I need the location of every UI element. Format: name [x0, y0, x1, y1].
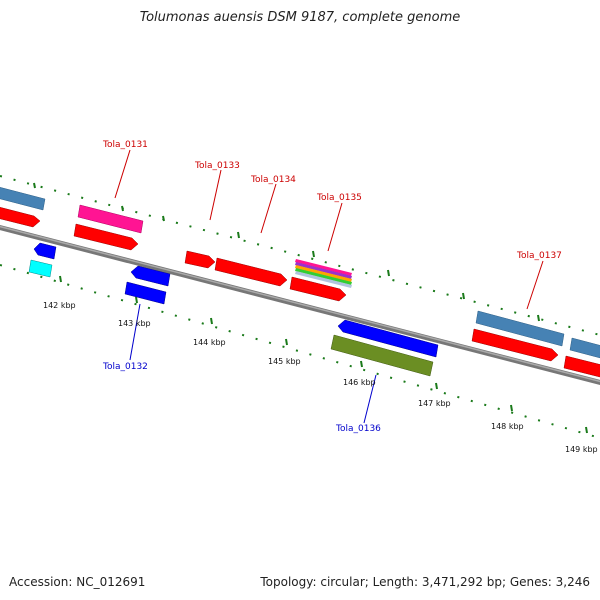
kbp-label-146: 146 kbp [343, 378, 376, 387]
gene-label-tola-0134: Tola_0134 [250, 175, 296, 185]
gene-label-tola-0132: Tola_0132 [102, 362, 148, 372]
kbp-label-144: 144 kbp [193, 338, 226, 347]
gene-red-0135[interactable] [289, 276, 347, 302]
kbp-label-143: 143 kbp [118, 319, 151, 328]
red-genes [0, 206, 600, 379]
gene-tola-0136[interactable] [330, 334, 434, 377]
gene-label-tola-0135: Tola_0135 [316, 193, 362, 203]
gene-tola-0135[interactable] [295, 259, 352, 288]
gene-steel-left[interactable] [0, 186, 46, 211]
gene-tola-0137[interactable] [475, 310, 565, 347]
gene-red-right[interactable] [563, 355, 600, 379]
gene-label-tola-0137: Tola_0137 [516, 251, 562, 261]
lower-major-ticks [59, 275, 588, 434]
gene-tola-0132[interactable] [124, 281, 167, 305]
gene-label-tola-0136: Tola_0136 [335, 424, 381, 434]
gene-cyan-left[interactable] [28, 259, 53, 278]
kbp-label-142: 142 kbp [43, 301, 76, 310]
kbp-label-148: 148 kbp [491, 422, 524, 431]
genome-summary-text: Topology: circular; Length: 3,471,292 bp… [260, 575, 590, 589]
upper-tick-track [0, 175, 600, 336]
genome-title: Tolumonas auensis DSM 9187, complete gen… [139, 10, 461, 25]
gene-red-0137[interactable] [471, 328, 559, 362]
gene-blue-0136[interactable] [337, 319, 439, 358]
label-leaders [114, 149, 544, 424]
gene-red-0131[interactable] [73, 223, 139, 251]
kbp-label-149: 149 kbp [565, 445, 598, 454]
upper-major-ticks [33, 182, 540, 322]
gene-red-left[interactable] [0, 206, 41, 228]
gene-blue-0132a[interactable] [130, 265, 171, 287]
gene-steel-right[interactable] [569, 337, 600, 360]
gene-red-0134[interactable] [214, 257, 288, 287]
accession-text: Accession: NC_012691 [9, 575, 146, 589]
kbp-label-145: 145 kbp [268, 357, 301, 366]
kbp-label-147: 147 kbp [418, 399, 451, 408]
genome-backbone [0, 224, 600, 386]
gene-blue-small-left[interactable] [33, 242, 57, 260]
gene-label-tola-0133: Tola_0133 [194, 161, 240, 171]
gene-tola-0131[interactable] [77, 204, 144, 234]
genome-backbone-highlight [0, 225, 600, 383]
gene-label-tola-0131: Tola_0131 [102, 140, 148, 150]
gene-red-0133[interactable] [184, 250, 216, 269]
